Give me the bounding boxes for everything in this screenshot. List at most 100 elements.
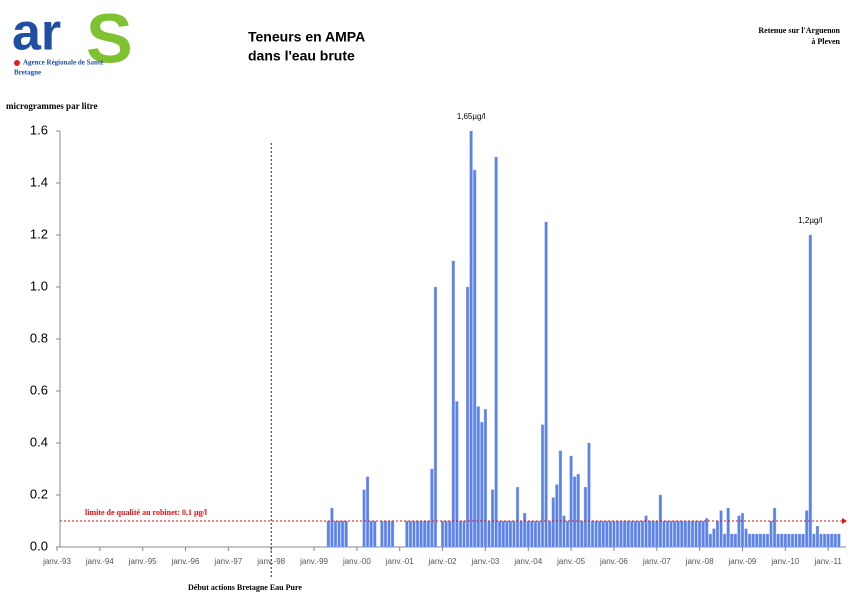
bar xyxy=(837,533,841,548)
chart-subtitle: Retenue sur l'Arguenon xyxy=(758,26,840,35)
bar xyxy=(448,520,452,548)
bar xyxy=(516,487,520,548)
bar xyxy=(701,520,705,548)
bar xyxy=(508,520,512,548)
bar xyxy=(383,520,387,548)
reference-arrow xyxy=(842,518,847,524)
bar xyxy=(626,520,630,548)
chart-title: Teneurs en AMPA xyxy=(248,29,365,45)
bar xyxy=(619,520,623,548)
bar xyxy=(523,513,527,548)
bar xyxy=(469,131,473,548)
bar xyxy=(569,455,573,548)
bar xyxy=(505,520,509,548)
x-tick-label: janv.-95 xyxy=(128,557,157,566)
bar xyxy=(423,520,427,548)
bar xyxy=(405,520,409,548)
bar xyxy=(533,520,537,548)
bar xyxy=(648,520,652,548)
bar xyxy=(651,520,655,548)
bar xyxy=(462,520,466,548)
bar xyxy=(580,520,584,548)
annotation: 1,65µg/l xyxy=(457,112,486,121)
bar xyxy=(494,156,498,548)
logo-region: Bretagne xyxy=(14,69,41,77)
bar xyxy=(551,497,555,548)
bar xyxy=(819,533,823,548)
bar xyxy=(748,533,752,548)
bar xyxy=(576,474,580,548)
bar xyxy=(826,533,830,548)
bar xyxy=(655,520,659,548)
bar xyxy=(680,520,684,548)
bar xyxy=(640,520,645,548)
bar xyxy=(373,520,377,548)
bar xyxy=(787,533,791,548)
bar xyxy=(369,520,373,548)
bar xyxy=(665,520,670,548)
bar xyxy=(451,260,455,548)
bar xyxy=(601,520,605,548)
bar xyxy=(333,520,338,548)
bar xyxy=(751,533,755,548)
bar xyxy=(623,520,627,548)
x-tick-label: janv.-93 xyxy=(42,557,71,566)
bar xyxy=(326,520,330,548)
bar xyxy=(366,476,370,548)
bar xyxy=(690,520,695,548)
bar xyxy=(530,520,534,548)
bar xyxy=(808,234,812,548)
x-tick-label: janv.-01 xyxy=(385,557,414,566)
x-tick-label: janv.-94 xyxy=(85,557,114,566)
x-tick-label: janv.-05 xyxy=(556,557,585,566)
bar xyxy=(783,533,787,548)
bar xyxy=(683,520,687,548)
bar xyxy=(694,520,698,548)
bar xyxy=(455,401,459,548)
bar xyxy=(805,510,809,548)
bar xyxy=(765,533,769,548)
bar xyxy=(633,520,637,548)
bar xyxy=(815,526,819,548)
bar xyxy=(755,533,759,548)
bar xyxy=(501,520,505,548)
y-tick-label: 0.2 xyxy=(30,486,48,501)
y-axis-label: microgrammes par litre xyxy=(6,101,97,111)
bar xyxy=(673,520,677,548)
bar xyxy=(730,533,734,548)
bar xyxy=(776,533,780,548)
bar xyxy=(341,520,345,548)
bar xyxy=(715,520,720,548)
bars xyxy=(326,131,841,548)
y-tick-label: 1.6 xyxy=(30,122,48,137)
bar xyxy=(630,520,634,548)
bar xyxy=(676,520,680,548)
bar xyxy=(441,520,445,548)
bar xyxy=(483,409,487,548)
bar xyxy=(812,533,816,548)
bar xyxy=(491,489,495,548)
bar xyxy=(526,520,530,548)
bar xyxy=(598,520,602,548)
bar xyxy=(737,515,741,548)
x-tick-label: janv.-04 xyxy=(513,557,542,566)
bar xyxy=(733,533,737,548)
annotation: 1,2µg/l xyxy=(798,216,822,225)
bar xyxy=(762,533,766,548)
x-tick-label: janv.-99 xyxy=(299,557,328,566)
bar xyxy=(773,507,777,548)
bar xyxy=(391,520,395,548)
logo-dot xyxy=(14,60,20,66)
y-tick-label: 0.4 xyxy=(30,434,48,449)
bar xyxy=(337,520,341,548)
logo-letter: S xyxy=(86,0,133,77)
bar xyxy=(430,468,434,548)
bar xyxy=(558,450,562,548)
x-tick-label: janv.-06 xyxy=(599,557,628,566)
y-tick-label: 1.2 xyxy=(30,226,48,241)
event-label: Début actions Bretagne Eau Pure xyxy=(188,583,302,592)
chart-subtitle: à Pleven xyxy=(811,37,840,46)
bar xyxy=(487,520,491,548)
bar xyxy=(380,520,384,548)
x-tick-label: janv.-96 xyxy=(171,557,200,566)
